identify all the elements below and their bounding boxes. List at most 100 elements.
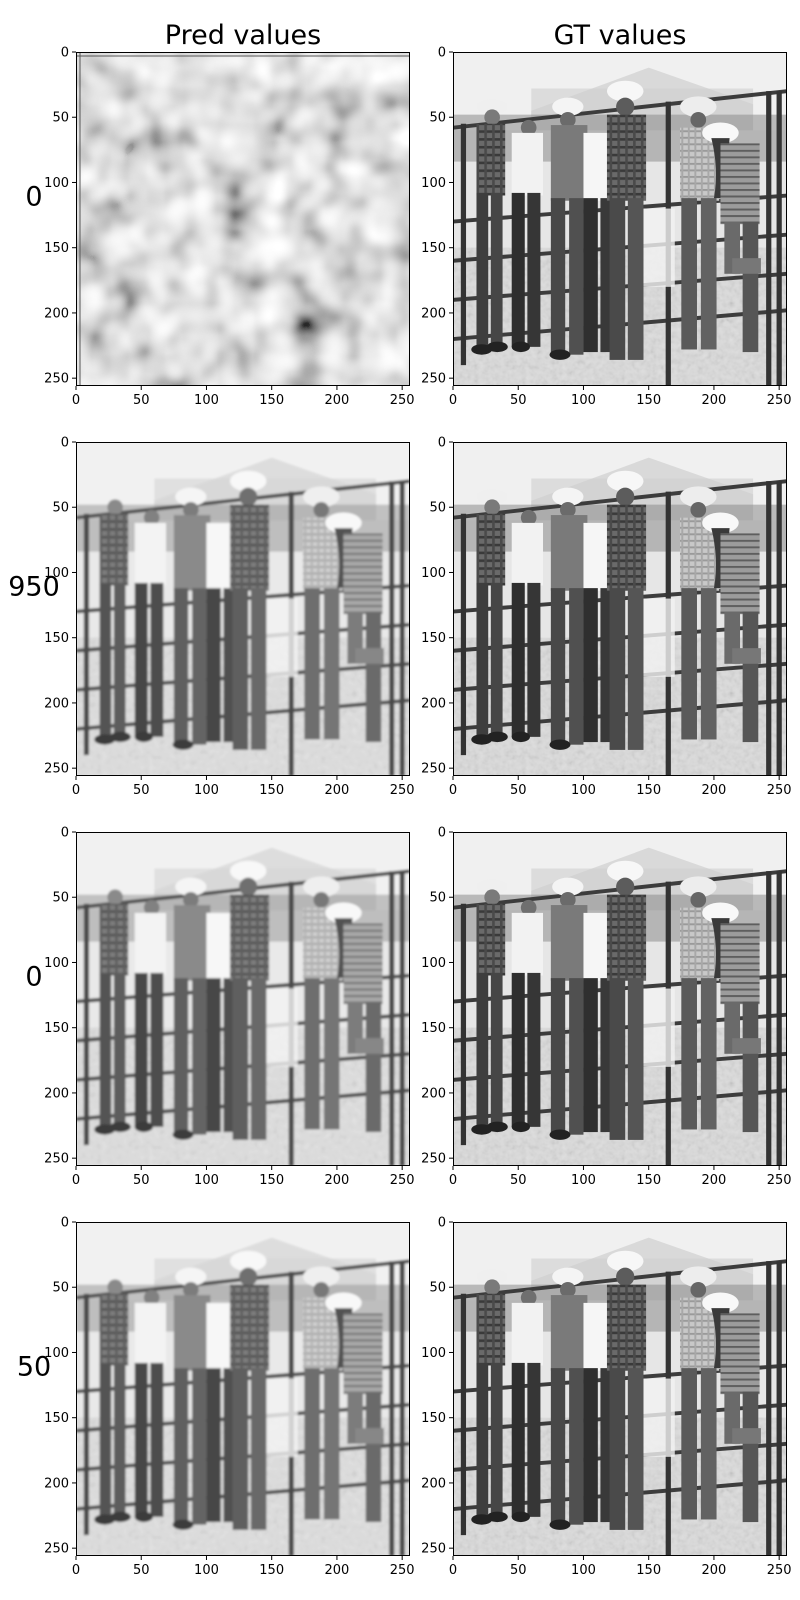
x-tick-label: 200 xyxy=(702,783,727,798)
y-tick-label: 50 xyxy=(429,1281,446,1296)
panel-image xyxy=(76,442,410,776)
y-tick-label: 0 xyxy=(438,436,446,451)
x-tick-label: 0 xyxy=(449,393,457,408)
axes-frame xyxy=(76,52,410,386)
y-tick-label: 100 xyxy=(421,1346,446,1361)
y-tick-label: 250 xyxy=(44,1542,69,1557)
y-tick-label: 0 xyxy=(438,826,446,841)
y-tick-label: 150 xyxy=(421,631,446,646)
y-tick-label: 100 xyxy=(44,1346,69,1361)
x-tick-label: 100 xyxy=(194,1563,219,1578)
x-tick-label: 200 xyxy=(325,783,350,798)
y-tick-label: 0 xyxy=(61,46,69,61)
y-tick-label: 100 xyxy=(421,956,446,971)
y-tick-label: 150 xyxy=(421,241,446,256)
y-tick-label: 200 xyxy=(44,306,69,321)
y-tick-label: 200 xyxy=(44,1086,69,1101)
y-tick-label: 250 xyxy=(421,1152,446,1167)
y-tick-label: 200 xyxy=(421,696,446,711)
y-tick-label: 0 xyxy=(61,1216,69,1231)
y-tick-label: 150 xyxy=(44,1021,69,1036)
x-tick-label: 50 xyxy=(510,1173,527,1188)
x-tick-label: 50 xyxy=(510,393,527,408)
x-tick-label: 200 xyxy=(702,393,727,408)
x-tick-label: 100 xyxy=(571,1173,596,1188)
y-tick-label: 200 xyxy=(421,1086,446,1101)
x-tick-label: 100 xyxy=(571,393,596,408)
x-tick-label: 250 xyxy=(390,393,415,408)
y-tick-label: 50 xyxy=(429,501,446,516)
x-tick-label: 250 xyxy=(390,1173,415,1188)
y-tick-label: 200 xyxy=(421,1476,446,1491)
y-tick-label: 250 xyxy=(44,762,69,777)
row-label: 950 xyxy=(8,572,60,603)
x-tick-label: 0 xyxy=(72,1173,80,1188)
x-tick-label: 150 xyxy=(259,783,284,798)
column-title: Pred values xyxy=(165,20,321,51)
y-tick-label: 50 xyxy=(52,891,69,906)
column-title: GT values xyxy=(554,20,687,51)
x-tick-label: 50 xyxy=(510,1563,527,1578)
x-tick-label: 200 xyxy=(325,1173,350,1188)
y-tick-label: 250 xyxy=(421,762,446,777)
x-tick-label: 250 xyxy=(767,1173,792,1188)
x-tick-label: 100 xyxy=(571,1563,596,1578)
x-tick-label: 150 xyxy=(636,1173,661,1188)
x-tick-label: 150 xyxy=(636,1563,661,1578)
x-tick-label: 250 xyxy=(767,393,792,408)
panel-image xyxy=(453,1222,787,1556)
x-tick-label: 100 xyxy=(194,783,219,798)
panel-image xyxy=(76,1222,410,1556)
y-tick-label: 100 xyxy=(44,176,69,191)
x-tick-label: 50 xyxy=(133,783,150,798)
y-tick-label: 100 xyxy=(44,566,69,581)
row-label: 0 xyxy=(25,182,42,213)
y-tick-label: 100 xyxy=(421,566,446,581)
y-tick-label: 50 xyxy=(52,501,69,516)
x-tick-label: 250 xyxy=(390,1563,415,1578)
x-tick-label: 250 xyxy=(767,783,792,798)
axes-frame xyxy=(453,1222,787,1556)
x-tick-label: 150 xyxy=(636,783,661,798)
y-tick-label: 150 xyxy=(421,1021,446,1036)
y-tick-label: 200 xyxy=(44,696,69,711)
x-tick-label: 250 xyxy=(390,783,415,798)
x-tick-label: 250 xyxy=(767,1563,792,1578)
x-tick-label: 0 xyxy=(72,783,80,798)
x-tick-label: 200 xyxy=(702,1563,727,1578)
y-tick-label: 250 xyxy=(44,1152,69,1167)
row-label: 0 xyxy=(25,962,42,993)
x-tick-label: 150 xyxy=(259,1173,284,1188)
x-tick-label: 150 xyxy=(259,393,284,408)
row-label: 50 xyxy=(17,1352,51,1383)
x-tick-label: 150 xyxy=(636,393,661,408)
x-tick-label: 50 xyxy=(133,393,150,408)
y-tick-label: 50 xyxy=(429,111,446,126)
panel-image xyxy=(76,52,410,386)
y-tick-label: 150 xyxy=(44,631,69,646)
y-tick-label: 250 xyxy=(421,1542,446,1557)
x-tick-label: 100 xyxy=(194,1173,219,1188)
x-tick-label: 0 xyxy=(72,393,80,408)
x-tick-label: 0 xyxy=(449,1173,457,1188)
x-tick-label: 200 xyxy=(325,393,350,408)
y-tick-label: 0 xyxy=(438,46,446,61)
y-tick-label: 250 xyxy=(44,372,69,387)
panel-image xyxy=(453,832,787,1166)
x-tick-label: 50 xyxy=(510,783,527,798)
x-tick-label: 0 xyxy=(72,1563,80,1578)
y-tick-label: 150 xyxy=(44,241,69,256)
panel-image xyxy=(453,52,787,386)
x-tick-label: 50 xyxy=(133,1563,150,1578)
y-tick-label: 50 xyxy=(52,1281,69,1296)
panel-image xyxy=(76,832,410,1166)
x-tick-label: 200 xyxy=(702,1173,727,1188)
